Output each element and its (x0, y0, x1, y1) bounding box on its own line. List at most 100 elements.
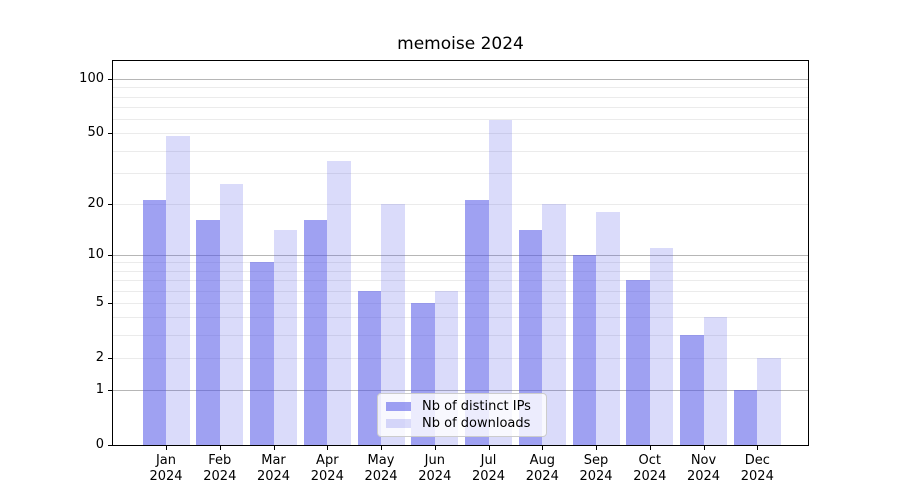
gridline-minor (113, 262, 808, 264)
x-tick-year: 2024 (364, 469, 398, 484)
bar-distinct-ips (142, 199, 166, 445)
bar-distinct-ips (518, 230, 543, 445)
x-tick-label: Sep 2024 (568, 453, 624, 485)
x-tick-label: Nov 2024 (676, 453, 732, 485)
x-tick-mark (166, 446, 167, 450)
bar-distinct-ips (196, 220, 220, 445)
x-tick-year: 2024 (310, 469, 344, 484)
bar-downloads (166, 136, 190, 445)
bar-distinct-ips (357, 290, 381, 445)
x-tick-year: 2024 (633, 469, 667, 484)
x-tick-month: Oct (638, 453, 662, 468)
legend-swatch-downloads (386, 419, 411, 429)
x-tick-year: 2024 (418, 469, 452, 484)
x-tick-month: May (367, 453, 395, 468)
bar-downloads (488, 120, 512, 445)
x-tick-mark (649, 446, 651, 450)
gridline-minor (113, 335, 808, 337)
gridline-minor (113, 203, 808, 205)
gridline-minor (113, 280, 808, 282)
y-tick-mark (108, 357, 112, 359)
x-tick-label: Mar 2024 (246, 453, 302, 485)
gridline-minor (113, 107, 808, 108)
y-tick-label: 10 (87, 246, 104, 262)
x-tick-year: 2024 (203, 469, 237, 484)
gridline-minor (113, 87, 808, 89)
bar-distinct-ips (250, 262, 274, 445)
bar-downloads (596, 211, 620, 445)
y-tick-label: 1 (95, 382, 104, 397)
x-tick-mark (327, 446, 329, 450)
legend-label-downloads: Nb of downloads (422, 416, 531, 432)
gridline-minor (113, 133, 808, 135)
x-tick-month: Jul (480, 453, 497, 468)
y-tick-label: 0 (95, 437, 104, 452)
x-tick-mark (703, 446, 705, 450)
gridline-minor (113, 96, 808, 98)
gridline-major (113, 390, 808, 391)
x-tick-month: Mar (261, 453, 286, 468)
y-tick-mark (108, 254, 112, 256)
x-tick-month: Jun (424, 453, 445, 468)
bar-downloads (219, 183, 244, 445)
bar-distinct-ips (572, 254, 596, 445)
gridline-minor (113, 302, 808, 304)
gridline-minor (113, 270, 808, 272)
x-tick-month: Jan (155, 453, 177, 468)
x-tick-year: 2024 (686, 469, 721, 484)
chart-title: memoise 2024 (397, 34, 524, 54)
legend-swatch-distinct-ips (386, 401, 411, 411)
x-tick-mark (434, 446, 436, 450)
bar-downloads (327, 160, 351, 445)
y-tick-label: 2 (95, 349, 104, 365)
gridline-minor (113, 290, 808, 292)
x-tick-month: Aug (529, 453, 555, 468)
y-tick-label: 5 (95, 294, 104, 310)
gridline-major (113, 254, 808, 256)
gridline-minor (113, 119, 808, 120)
y-tick-mark (108, 390, 112, 391)
x-tick-year: 2024 (740, 469, 774, 484)
y-tick-mark (108, 203, 112, 205)
gridline-minor (113, 317, 808, 319)
y-tick-label: 50 (87, 125, 104, 141)
bar-distinct-ips (680, 335, 704, 445)
bar-distinct-ips (465, 199, 489, 445)
x-tick-mark (596, 446, 597, 450)
x-tick-mark (273, 446, 275, 450)
x-tick-year: 2024 (525, 469, 559, 484)
x-tick-mark (488, 446, 490, 450)
bar-downloads (703, 317, 727, 445)
legend-item-downloads: Nb of downloads (386, 416, 538, 431)
y-tick-mark (108, 445, 112, 446)
y-tick-mark (108, 302, 112, 304)
x-tick-month: Apr (316, 453, 339, 468)
y-tick-mark (108, 133, 112, 135)
bar-downloads (273, 230, 297, 445)
x-tick-month: Dec (744, 453, 770, 468)
bar-downloads (649, 247, 674, 445)
x-tick-year: 2024 (256, 469, 291, 484)
x-tick-year: 2024 (579, 469, 613, 484)
x-tick-label: Jan 2024 (138, 453, 194, 485)
bar-distinct-ips (303, 220, 328, 445)
legend: Nb of distinct IPs Nb of downloads (377, 393, 547, 437)
gridline-minor (113, 357, 808, 359)
x-tick-month: Sep (583, 453, 609, 468)
x-tick-label: Jun 2024 (407, 453, 463, 485)
bar-distinct-ips (733, 390, 758, 445)
y-tick-mark (108, 79, 112, 80)
gridline-minor (113, 150, 808, 152)
x-tick-label: Feb 2024 (192, 453, 248, 485)
x-tick-mark (542, 446, 544, 450)
bar-downloads (757, 357, 781, 445)
x-tick-mark (381, 446, 382, 450)
legend-item-distinct-ips: Nb of distinct IPs (386, 399, 538, 414)
x-tick-label: Jul 2024 (461, 453, 517, 485)
x-tick-year: 2024 (471, 469, 506, 484)
bar-distinct-ips (626, 280, 650, 445)
gridline-minor (113, 172, 808, 174)
x-tick-month: Nov (690, 453, 717, 468)
plot-area (112, 60, 809, 446)
